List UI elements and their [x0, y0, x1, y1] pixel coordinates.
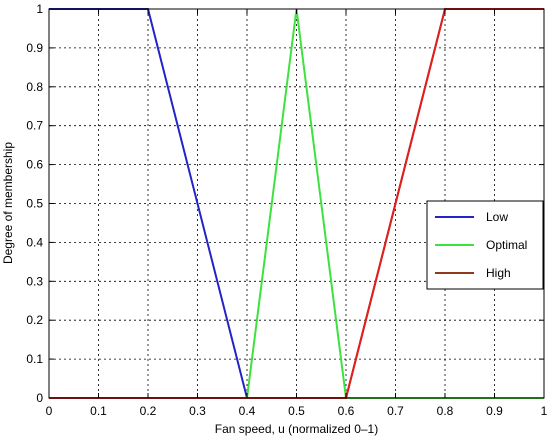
x-tick-label: 0.7 — [387, 404, 404, 418]
legend: Low Optimal High — [426, 200, 544, 290]
x-tick-label: 0.6 — [338, 404, 355, 418]
x-tick-label: 1 — [541, 404, 548, 418]
y-tick-label: 0.6 — [26, 158, 43, 172]
y-tick-label: 0.5 — [26, 197, 43, 211]
y-tick-label: 0 — [36, 391, 43, 405]
legend-label-high: High — [486, 266, 511, 280]
x-tick-label: 0.9 — [486, 404, 503, 418]
x-tick-label: 0.2 — [140, 404, 157, 418]
x-axis-label: Fan speed, u (normalized 0–1) — [215, 422, 378, 436]
x-tick-label: 0.8 — [437, 404, 454, 418]
ticks: 0 0.1 0.2 0.3 0.4 0.5 0.6 0.7 0.8 0.9 1 0 0.1 0.2 0.3 0… — [26, 2, 547, 418]
x-tick-label: 0.1 — [90, 404, 107, 418]
y-tick-label: 1 — [36, 2, 43, 16]
x-tick-label: 0.3 — [189, 404, 206, 418]
y-tick-label: 0.4 — [26, 235, 43, 249]
legend-label-low: Low — [486, 210, 508, 224]
x-tick-label: 0 — [46, 404, 53, 418]
y-tick-label: 0.3 — [26, 274, 43, 288]
x-tick-label: 0.4 — [239, 404, 256, 418]
y-tick-label: 0.9 — [26, 41, 43, 55]
legend-label-optimal: Optimal — [486, 238, 527, 252]
y-tick-label: 0.7 — [26, 119, 43, 133]
x-tick-label: 0.5 — [288, 404, 305, 418]
y-tick-label: 0.8 — [26, 80, 43, 94]
y-tick-label: 0.1 — [26, 352, 43, 366]
y-tick-label: 0.2 — [26, 313, 43, 327]
y-axis-label: Degree of membership — [1, 142, 15, 264]
